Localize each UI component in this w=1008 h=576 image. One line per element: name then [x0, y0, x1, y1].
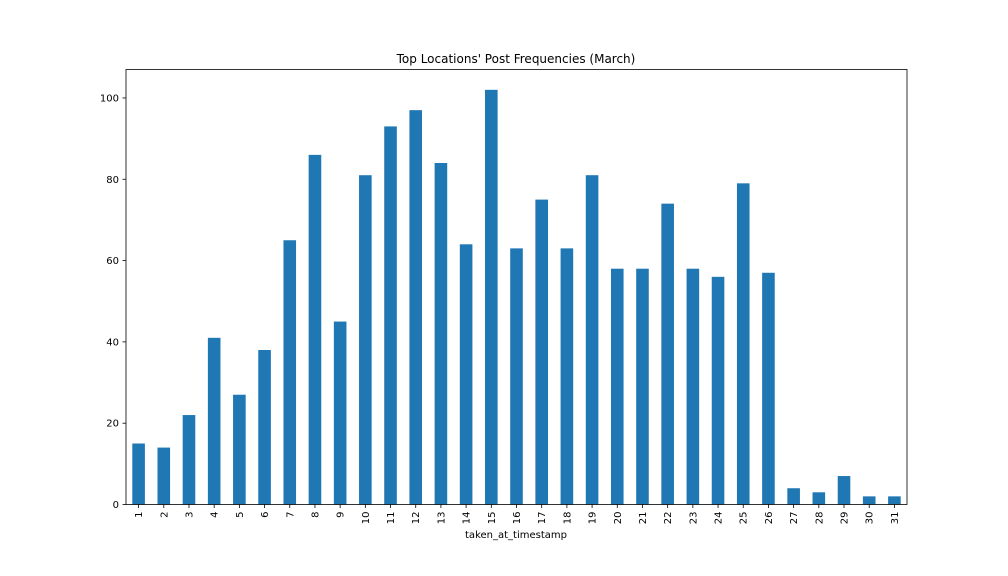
bar-30: [862, 496, 876, 505]
x-tick-label: 13: [436, 512, 447, 525]
x-tick-label: 2: [159, 512, 170, 518]
bar-31: [888, 496, 901, 505]
y-tick-label: 0: [113, 500, 119, 511]
x-tick-label: 1: [134, 512, 145, 518]
x-tick-label: 22: [663, 512, 674, 525]
bar-16: [510, 248, 523, 505]
bar-28: [812, 492, 826, 505]
x-tick-label: 8: [310, 512, 321, 518]
x-tick-label: 23: [688, 512, 699, 525]
bar-10: [359, 175, 372, 505]
bar-14: [459, 244, 473, 505]
x-tick-label: 19: [588, 512, 599, 525]
x-tick-label: 25: [739, 512, 750, 525]
plot-frame: [125, 69, 908, 505]
bar-13: [434, 163, 448, 505]
bar-5: [233, 394, 246, 505]
x-tick-label: 27: [789, 512, 800, 525]
bar-17: [535, 199, 548, 505]
bar-20: [610, 268, 624, 505]
bar-3: [182, 415, 196, 505]
x-tick-label: 24: [714, 512, 725, 525]
bar-12: [409, 110, 423, 505]
bar-19: [585, 175, 599, 505]
bar-21: [636, 268, 649, 505]
x-tick-label: 5: [235, 512, 246, 518]
bar-6: [258, 350, 271, 505]
x-tick-label: 6: [260, 512, 271, 518]
x-tick-label: 17: [537, 512, 548, 525]
y-tick-label: 80: [106, 175, 119, 186]
x-tick-label: 30: [865, 512, 876, 525]
bar-9: [333, 321, 347, 505]
x-tick-label: 7: [285, 512, 296, 518]
bar-2: [157, 447, 171, 505]
x-tick-label: 20: [613, 512, 624, 525]
bar-15: [485, 89, 498, 505]
bar-7: [283, 240, 297, 505]
x-tick-label: 26: [764, 512, 775, 525]
bar-8: [308, 154, 322, 505]
bar-29: [837, 476, 851, 505]
bar-1: [132, 443, 145, 505]
x-tick-label: 9: [336, 512, 347, 518]
x-tick-label: 3: [184, 512, 195, 518]
x-tick-label: 12: [411, 512, 422, 525]
bar-24: [711, 276, 725, 505]
bar-22: [661, 203, 674, 505]
bar-18: [560, 248, 574, 505]
y-tick-label: 60: [106, 256, 119, 267]
bars-layer: [132, 89, 901, 505]
bar-27: [787, 488, 800, 505]
bar-23: [686, 268, 700, 505]
x-tick-label: 14: [462, 512, 473, 525]
x-tick-label: 4: [210, 512, 221, 518]
x-tick-label: 31: [890, 512, 901, 525]
y-tick-label: 100: [100, 93, 119, 104]
x-tick-label: 10: [361, 512, 372, 525]
x-tick-label: 11: [386, 512, 397, 525]
bar-25: [736, 183, 750, 505]
x-axis: 1 2 3 4 5 6 7 8 9 10 11 12 13 14 15 16 17 18 19 20 21 22 23 24 2…: [134, 504, 901, 525]
bar-4: [207, 337, 221, 505]
y-tick-label: 20: [106, 419, 119, 430]
x-tick-label: 28: [814, 512, 825, 525]
x-axis-label: taken_at_timestamp: [465, 530, 567, 541]
x-tick-label: 29: [840, 512, 851, 525]
y-axis: 0 20 40 60 80 100: [100, 93, 126, 511]
x-tick-label: 15: [487, 512, 498, 525]
bar-26: [762, 272, 775, 505]
chart-title: Top Locations' Post Frequencies (March): [396, 52, 636, 66]
x-tick-label: 18: [562, 512, 573, 525]
x-tick-label: 16: [512, 512, 523, 525]
bar-11: [384, 126, 397, 505]
y-tick-label: 40: [106, 337, 119, 348]
x-tick-label: 21: [638, 512, 649, 525]
